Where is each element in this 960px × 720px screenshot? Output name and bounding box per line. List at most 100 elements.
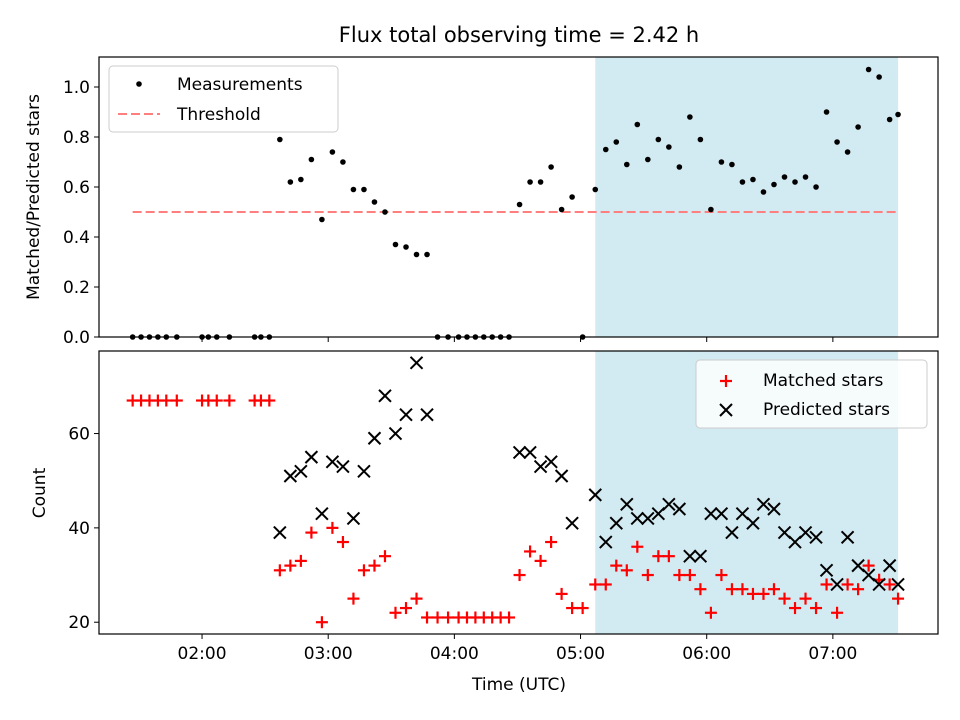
matched-star-point [389,606,402,619]
predicted-star-point [544,455,558,469]
matched-star-point [524,545,537,558]
measurement-point [687,114,693,120]
top-legend: Measurements Threshold [108,65,339,133]
matched-star-point [315,616,328,629]
matched-star-point [841,578,854,591]
measurement-point [895,111,901,118]
measurement-point [371,199,378,205]
legend-threshold-label: Threshold [176,105,261,125]
matched-star-point [862,559,875,572]
measurement-point [413,251,420,258]
matched-star-point [704,606,717,619]
measurement-point [718,159,725,165]
matched-star-point [534,554,547,567]
legend-matched-label: Matched stars [763,371,883,391]
measurement-point [382,209,388,215]
predicted-star-point [533,459,548,474]
bottom-y-tick-label: 40 [68,519,90,539]
x-tick-label: 03:00 [304,644,353,664]
matched-star-point [347,592,360,605]
predicted-star-point [367,431,382,445]
bottom-y-tick-label: 60 [68,425,90,445]
matched-star-point [683,569,696,582]
bottom-legend-box [695,359,928,429]
x-tick-label: 02:00 [178,644,227,664]
top-y-tick-label: 1.0 [63,78,90,98]
matched-star-point [223,394,236,407]
measurement-point [750,176,756,183]
bottom-y-tick-label: 20 [68,613,90,633]
matched-star-point [589,578,602,591]
matched-star-point [305,526,318,539]
measurement-point [865,66,872,73]
matched-star-point [799,592,812,605]
predicted-star-point [725,525,739,540]
bottom-axes-frame [98,350,939,635]
matched-star-point [662,550,675,563]
measurement-point [361,186,367,193]
matched-star-point [789,602,802,615]
legend-predicted-marker [719,403,733,417]
predicted-star-point [565,516,579,530]
predicted-star-points [273,356,905,592]
predicted-star-point [830,577,844,592]
measurement-point [876,74,882,80]
measurement-point [516,201,523,208]
measurement-point [548,164,554,170]
measurement-point [655,136,662,143]
measurement-points [129,66,901,340]
measurement-point [823,109,830,115]
matched-star-point [576,602,589,615]
top-x-ticks [201,337,834,342]
matched-star-point [336,536,349,549]
matched-star-point [599,578,612,591]
bottom-y-axis: 20 40 60 [68,425,99,633]
measurement-point [729,161,735,168]
measurement-point [537,179,544,185]
predicted-star-point [283,469,298,483]
measurement-point [277,136,283,143]
measurement-point [403,244,409,250]
predicted-star-point [325,455,340,469]
top-y-tick-label: 0.2 [63,278,90,298]
measurement-point [813,184,819,190]
matched-star-point [421,611,434,624]
measurement-point [424,251,430,258]
predicted-star-point [512,445,527,460]
top-y-axis-label: Matched/Predicted stars [24,94,44,300]
matched-star-point [725,583,738,596]
predicted-star-point [523,445,537,460]
predicted-star-point [693,549,708,563]
predicted-star-point [683,549,697,563]
measurement-point [340,159,346,165]
measurement-point [708,206,714,213]
legend-predicted-label: Predicted stars [763,400,890,420]
predicted-star-point [388,426,403,441]
x-tick-label: 07:00 [808,644,857,664]
predicted-star-point [672,502,687,516]
predicted-star-point [554,469,569,483]
measurement-point [676,164,683,170]
measurement-point [792,179,798,185]
predicted-star-point [588,488,602,502]
legend-matched-marker [720,375,732,387]
predicted-star-point [630,511,645,526]
measurement-point [844,149,851,155]
predicted-star-point [620,497,634,511]
measurement-point [781,174,788,180]
matched-star-point [673,569,686,582]
measurement-point [602,146,609,153]
matched-star-point [263,394,276,407]
predicted-star-point [882,558,897,573]
matched-star-point [410,592,423,605]
predicted-star-point [840,530,855,545]
predicted-star-point [336,459,350,474]
bottom-x-axis: 02:00 03:00 04:00 05:00 06:00 07:00 [178,634,857,664]
matched-star-point [831,606,844,619]
matched-star-point [641,569,654,582]
matched-star-point [368,559,381,572]
predicted-star-point [809,530,823,545]
measurement-point [592,186,599,193]
x-tick-label: 04:00 [430,644,479,664]
matched-star-point [652,550,665,563]
